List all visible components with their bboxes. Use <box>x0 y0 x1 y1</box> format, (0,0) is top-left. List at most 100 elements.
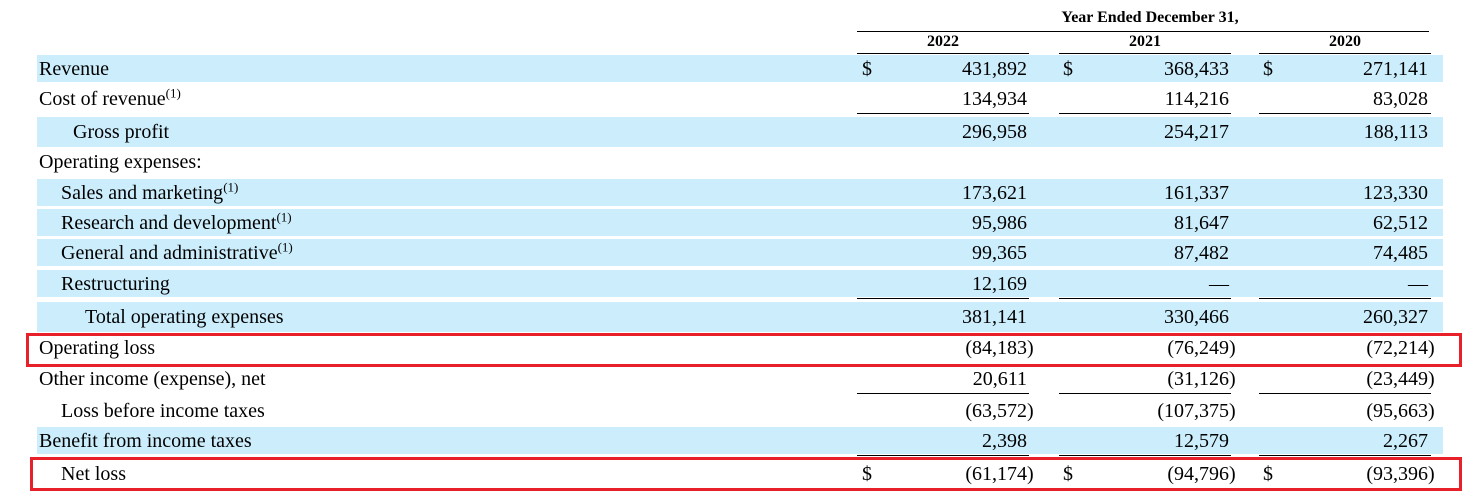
row-label: Restructuring <box>61 271 170 297</box>
row-label: Other income (expense), net <box>39 366 266 392</box>
value-text: (76,249 <box>1167 336 1229 359</box>
value-text: 114,216 <box>1164 87 1229 110</box>
closing-paren: ) <box>1229 462 1236 485</box>
currency-symbol: $ <box>862 462 872 485</box>
value-cell-2022: 95,986 <box>972 210 1039 236</box>
value-cell-2020: (72,214) <box>1366 335 1440 361</box>
row-label-text: Benefit from income taxes <box>39 429 252 452</box>
subtotal-rule <box>857 393 1029 394</box>
value-text: (94,796 <box>1167 462 1229 485</box>
value-cell-2021: 81,647 <box>1174 210 1241 236</box>
table-row <box>37 148 1443 175</box>
row-label: Net loss <box>61 461 126 487</box>
subtotal-rule <box>857 455 1029 456</box>
value-text: 2,398 <box>982 429 1027 452</box>
value-text: (63,572 <box>965 399 1027 422</box>
value-text: (95,663 <box>1366 399 1428 422</box>
value-text: 161,337 <box>1164 181 1229 204</box>
year-header-2022: 2022 <box>927 33 959 50</box>
value-cell-2022: 99,365 <box>972 240 1039 266</box>
closing-paren: ) <box>1027 336 1034 359</box>
value-cell-2022: (63,572) <box>965 398 1039 424</box>
value-text: 87,482 <box>1174 241 1229 264</box>
closing-paren: ) <box>1428 367 1435 390</box>
table-row <box>37 117 1443 147</box>
value-cell-2021: 12,579 <box>1174 428 1241 454</box>
value-text: — <box>1408 272 1428 295</box>
value-text: 330,466 <box>1164 306 1229 328</box>
value-cell-2022: 173,621 <box>962 180 1039 206</box>
row-label-text: Net loss <box>61 462 126 485</box>
row-label-text: Operating loss <box>39 336 156 359</box>
closing-paren: ) <box>1428 462 1435 485</box>
footnote-marker: (1) <box>223 178 239 194</box>
value-cell-2021: (107,375) <box>1157 398 1241 424</box>
row-label-text: Revenue <box>39 57 109 80</box>
value-text: 381,141 <box>962 306 1027 328</box>
value-cell-2022: 296,958 <box>962 119 1039 145</box>
value-cell-2021: — <box>1209 271 1241 297</box>
value-cell-2020: 260,327 <box>1363 304 1440 330</box>
value-text: (31,126 <box>1167 367 1229 390</box>
value-text: 83,028 <box>1373 87 1428 110</box>
subtotal-rule <box>857 113 1029 114</box>
closing-paren: ) <box>1428 399 1435 422</box>
row-label: Benefit from income taxes <box>39 428 252 454</box>
value-text: 62,512 <box>1373 211 1428 234</box>
value-text: (107,375 <box>1157 399 1229 422</box>
row-label: Gross profit <box>73 119 169 145</box>
row-label-text: Operating expenses: <box>39 150 202 173</box>
value-cell-2022: 431,892 <box>962 56 1039 82</box>
row-label: General and administrative(1) <box>61 240 293 266</box>
table-row <box>37 270 1443 297</box>
table-row <box>37 179 1443 206</box>
period-header-rule <box>857 31 1429 32</box>
value-text: 254,217 <box>1164 121 1229 143</box>
row-label: Total operating expenses <box>85 304 284 330</box>
row-label: Cost of revenue(1) <box>39 86 181 112</box>
table-row <box>37 55 1443 82</box>
value-cell-2020: 188,113 <box>1364 119 1440 145</box>
footnote-marker: (1) <box>276 208 292 224</box>
subtotal-rule <box>1259 298 1431 299</box>
value-text: (93,396 <box>1366 462 1428 485</box>
currency-symbol: $ <box>1263 462 1273 485</box>
value-text: 20,611 <box>972 367 1027 390</box>
value-cell-2020: (93,396) <box>1366 461 1440 487</box>
row-label-text: General and administrative <box>61 241 278 264</box>
subtotal-rule <box>1059 298 1231 299</box>
row-label-text: Restructuring <box>61 272 170 295</box>
value-text: 260,327 <box>1363 306 1428 328</box>
table-row <box>37 209 1443 236</box>
year-header-2020: 2020 <box>1329 33 1361 50</box>
value-cell-2022: 2,398 <box>982 428 1039 454</box>
year-header-rule-2020 <box>1259 53 1431 54</box>
value-text: 431,892 <box>962 57 1027 80</box>
value-text: 99,365 <box>972 241 1027 264</box>
currency-symbol: $ <box>1263 57 1273 80</box>
closing-paren: ) <box>1027 399 1034 422</box>
row-label: Operating loss <box>39 335 155 361</box>
value-cell-2021: 87,482 <box>1174 240 1241 266</box>
row-label: Operating expenses: <box>39 149 202 175</box>
value-cell-2021: 114,216 <box>1165 86 1241 112</box>
value-text: (23,449 <box>1366 367 1428 390</box>
value-text: 74,485 <box>1373 241 1428 264</box>
value-cell-2020: 2,267 <box>1383 428 1440 454</box>
value-cell-2022: 20,611 <box>973 366 1039 392</box>
value-text: 81,647 <box>1174 211 1229 234</box>
value-text: (61,174 <box>965 462 1027 485</box>
value-text: 123,330 <box>1363 181 1428 204</box>
value-cell-2020: (23,449) <box>1366 366 1440 392</box>
closing-paren: ) <box>1229 399 1236 422</box>
currency-symbol: $ <box>862 57 872 80</box>
value-text: 271,141 <box>1363 57 1428 80</box>
footnote-marker: (1) <box>277 238 293 254</box>
value-cell-2022: 12,169 <box>972 271 1039 297</box>
table-row <box>37 427 1443 454</box>
row-label-text: Cost of revenue <box>39 87 166 110</box>
value-cell-2022: (61,174) <box>965 461 1039 487</box>
subtotal-rule <box>1259 393 1431 394</box>
value-text: 95,986 <box>972 211 1027 234</box>
subtotal-rule <box>1059 113 1231 114</box>
